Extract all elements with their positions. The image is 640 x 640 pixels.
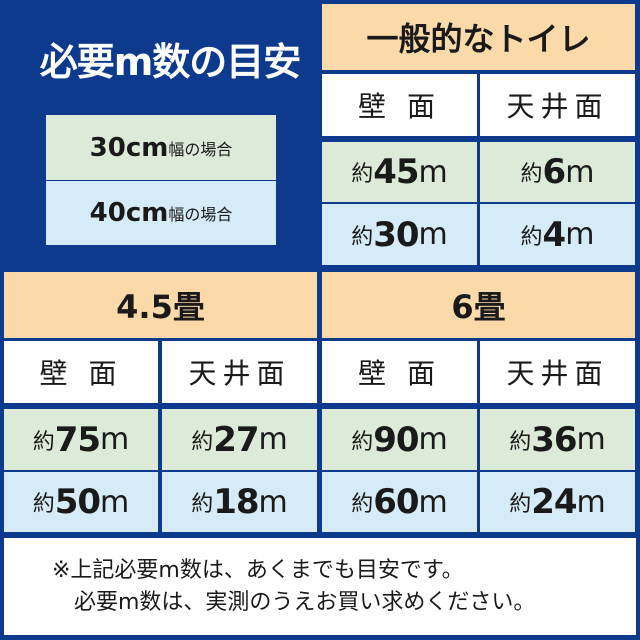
unit-label: m bbox=[565, 154, 595, 190]
column-header: 天井面 bbox=[480, 74, 635, 136]
prefix-label: 約 bbox=[351, 492, 374, 517]
legend-suffix: 幅の場合 bbox=[168, 139, 233, 159]
legend-suffix: 幅の場合 bbox=[168, 205, 233, 224]
legend-size: 30cm bbox=[89, 132, 169, 163]
prefix-label: 約 bbox=[32, 492, 55, 517]
value-cell: 約 75 m bbox=[4, 409, 158, 470]
value-number: 36 bbox=[531, 419, 577, 460]
unit-label: m bbox=[418, 422, 448, 457]
unit-label: m bbox=[418, 154, 448, 190]
unit-label: m bbox=[565, 217, 595, 252]
value-number: 60 bbox=[373, 482, 419, 522]
prefix-label: 約 bbox=[351, 224, 374, 250]
unit-label: m bbox=[418, 217, 448, 252]
unit-label: m bbox=[100, 484, 130, 520]
footnote-line: ※上記必要m数は、あくまでも目安です。 bbox=[52, 557, 464, 583]
legend-30cm: 30cm 幅の場合 bbox=[46, 115, 276, 180]
value-number: 50 bbox=[54, 482, 101, 522]
table-header: 6畳 bbox=[322, 272, 635, 338]
column-header: 壁 面 bbox=[4, 341, 158, 403]
unit-label: m bbox=[100, 422, 130, 457]
column-header: 壁 面 bbox=[322, 341, 477, 403]
value-number: 30 bbox=[373, 214, 419, 255]
legend-40cm: 40cm 幅の場合 bbox=[46, 181, 276, 245]
prefix-label: 約 bbox=[32, 429, 55, 455]
prefix-label: 約 bbox=[520, 224, 543, 250]
value-cell: 約 18 m bbox=[162, 472, 317, 532]
footnote: ※上記必要m数は、あくまでも目安です。 必要m数は、実測のうえお買い求めください… bbox=[4, 538, 636, 635]
value-cell: 約 50 m bbox=[4, 472, 158, 532]
prefix-label: 約 bbox=[509, 492, 532, 517]
value-cell: 約 27 m bbox=[162, 409, 317, 470]
table-header: 一般的なトイレ bbox=[322, 4, 635, 70]
unit-label: m bbox=[258, 422, 288, 457]
value-cell: 約 36 m bbox=[480, 409, 635, 470]
table-header: 4.5畳 bbox=[4, 272, 317, 338]
prefix-label: 約 bbox=[509, 429, 532, 455]
prefix-label: 約 bbox=[520, 162, 543, 187]
value-number: 18 bbox=[213, 482, 259, 522]
unit-label: m bbox=[576, 484, 606, 520]
value-number: 27 bbox=[213, 419, 259, 460]
value-number: 45 bbox=[373, 152, 419, 192]
unit-label: m bbox=[576, 422, 606, 457]
unit-label: m bbox=[258, 484, 288, 520]
column-header: 壁 面 bbox=[322, 74, 477, 136]
value-number: 24 bbox=[531, 482, 577, 522]
value-cell: 約 24 m bbox=[480, 472, 635, 532]
legend-size: 40cm bbox=[89, 198, 169, 228]
column-header: 天井面 bbox=[162, 341, 317, 403]
value-cell: 約 90 m bbox=[322, 409, 477, 470]
value-number: 6 bbox=[542, 152, 567, 192]
value-number: 75 bbox=[54, 419, 101, 460]
unit-label: m bbox=[418, 484, 448, 520]
prefix-label: 約 bbox=[351, 429, 374, 455]
footnote-line: 必要m数は、実測のうえお買い求めください。 bbox=[74, 589, 536, 615]
page-title: 必要m数の目安 bbox=[39, 39, 302, 84]
value-cell: 約 45 m bbox=[322, 142, 477, 202]
value-number: 4 bbox=[542, 214, 567, 255]
prefix-label: 約 bbox=[351, 162, 374, 187]
value-cell: 約 60 m bbox=[322, 472, 477, 532]
prefix-label: 約 bbox=[191, 492, 214, 517]
value-number: 90 bbox=[373, 419, 419, 460]
column-header: 天井面 bbox=[480, 341, 635, 403]
value-cell: 約 30 m bbox=[322, 204, 477, 265]
prefix-label: 約 bbox=[191, 429, 214, 455]
